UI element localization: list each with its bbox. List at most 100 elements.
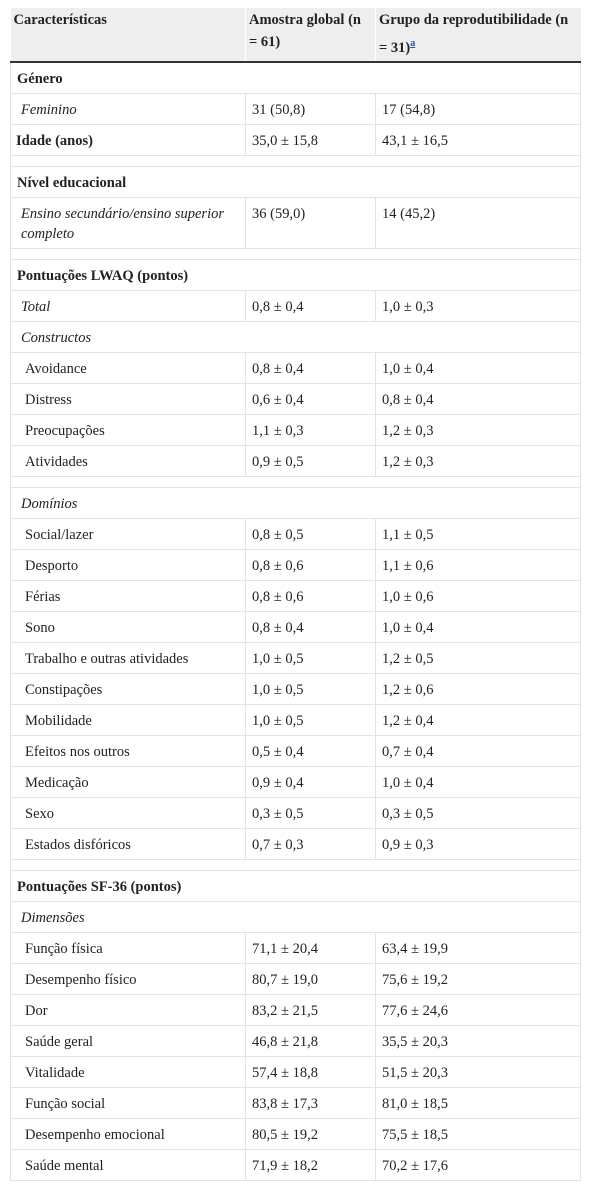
row-label: Estados disfóricos: [25, 836, 131, 853]
value-cell: 0,3 ± 0,5: [245, 797, 376, 829]
item-row: Sexo 0,3 ± 0,5 0,3 ± 0,5: [10, 797, 581, 829]
label-cell: Constipações: [10, 673, 246, 705]
label-cell: Desporto: [10, 549, 246, 581]
row-label: Função física: [25, 940, 103, 957]
italic-row: Ensino secundário/ensino superior comple…: [10, 197, 581, 249]
cell-value: 71,9 ± 18,2: [252, 1157, 318, 1174]
header-cell: Amostra global (n = 61): [245, 8, 376, 63]
cell-value: 35,5 ± 20,3: [382, 1033, 448, 1050]
header-text: Grupo da reprodutibilidade (n = 31): [379, 12, 569, 56]
item-row: Função social 83,8 ± 17,3 81,0 ± 18,5: [10, 1087, 581, 1119]
row-label: Desporto: [25, 557, 79, 574]
value-cell: 1,0 ± 0,5: [245, 642, 376, 674]
item-row: Função física 71,1 ± 20,4 63,4 ± 19,9: [10, 932, 581, 964]
section-cell: Constructos: [10, 321, 581, 353]
item-row: Férias 0,8 ± 0,6 1,0 ± 0,6: [10, 580, 581, 612]
cell-value: 0,9 ± 0,4: [252, 774, 304, 791]
italic-row: Total 0,8 ± 0,4 1,0 ± 0,3: [10, 290, 581, 322]
value-cell: 1,0 ± 0,5: [245, 673, 376, 705]
cell-value: 1,0 ± 0,4: [382, 774, 434, 791]
spacer-cell: [10, 476, 581, 488]
row-label: Distress: [25, 391, 72, 408]
value-cell: 0,8 ± 0,4: [245, 352, 376, 384]
spacer-cell: [10, 248, 581, 260]
value-cell: 77,6 ± 24,6: [375, 994, 581, 1026]
value-cell: 75,6 ± 19,2: [375, 963, 581, 995]
value-cell: 0,8 ± 0,4: [375, 383, 581, 415]
value-cell: 0,7 ± 0,4: [375, 735, 581, 767]
subsection-row: Constructos: [10, 321, 581, 353]
cell-value: 80,7 ± 19,0: [252, 971, 318, 988]
cell-value: 63,4 ± 19,9: [382, 940, 448, 957]
row-label: Dor: [25, 1002, 48, 1019]
cell-value: 0,8 ± 0,4: [252, 619, 304, 636]
label-cell: Desempenho emocional: [10, 1118, 246, 1150]
cell-value: 0,3 ± 0,5: [252, 805, 304, 822]
row-label: Trabalho e outras atividades: [25, 650, 189, 667]
row-label: Sexo: [25, 805, 54, 822]
label-cell: Social/lazer: [10, 518, 246, 550]
item-row: Desempenho emocional 80,5 ± 19,2 75,5 ± 18…: [10, 1118, 581, 1150]
cell-value: 14 (45,2): [382, 205, 436, 222]
header-text: Características: [13, 12, 107, 28]
label-cell: Atividades: [10, 445, 246, 477]
value-cell: 0,8 ± 0,5: [245, 518, 376, 550]
footnote-link[interactable]: a: [410, 38, 416, 49]
section-cell: Pontuações SF-36 (pontos): [10, 870, 581, 902]
value-cell: 0,7 ± 0,3: [245, 828, 376, 860]
row-label: Ensino secundário/ensino superior comple…: [21, 205, 224, 242]
label-cell: Ensino secundário/ensino superior comple…: [10, 197, 246, 249]
row-label: Preocupações: [25, 422, 105, 439]
table-container: Características Amostra global (n = 61) …: [10, 8, 581, 1181]
label-cell: Mobilidade: [10, 704, 246, 736]
value-cell: 51,5 ± 20,3: [375, 1056, 581, 1088]
label-cell: Estados disfóricos: [10, 828, 246, 860]
header-cell: Características: [10, 8, 246, 63]
value-cell: 75,5 ± 18,5: [375, 1118, 581, 1150]
cell-value: 1,1 ± 0,6: [382, 557, 434, 574]
section-label: Nível educacional: [17, 174, 127, 191]
cell-value: 0,9 ± 0,3: [382, 836, 434, 853]
cell-value: 1,0 ± 0,6: [382, 588, 434, 605]
cell-value: 31 (50,8): [252, 101, 306, 118]
cell-value: 0,8 ± 0,4: [252, 360, 304, 377]
value-cell: 1,1 ± 0,6: [375, 549, 581, 581]
value-cell: 80,7 ± 19,0: [245, 963, 376, 995]
section-row: Pontuações SF-36 (pontos): [10, 870, 581, 902]
value-cell: 1,2 ± 0,3: [375, 445, 581, 477]
header-text: Amostra global (n = 61): [249, 12, 361, 50]
value-cell: 1,2 ± 0,6: [375, 673, 581, 705]
item-row: Desporto 0,8 ± 0,6 1,1 ± 0,6: [10, 549, 581, 581]
section-label: Dimensões: [21, 909, 85, 926]
label-cell: Avoidance: [10, 352, 246, 384]
value-cell: 0,9 ± 0,4: [245, 766, 376, 798]
value-cell: 70,2 ± 17,6: [375, 1149, 581, 1181]
value-cell: 1,2 ± 0,3: [375, 414, 581, 446]
row-label: Função social: [25, 1095, 106, 1112]
header-cell: Grupo da reprodutibilidade (n = 31)a: [375, 8, 581, 63]
row-label: Saúde mental: [25, 1157, 104, 1174]
cell-value: 1,2 ± 0,4: [382, 712, 434, 729]
cell-value: 57,4 ± 18,8: [252, 1064, 318, 1081]
cell-value: 1,0 ± 0,5: [252, 650, 304, 667]
label-cell: Medicação: [10, 766, 246, 798]
cell-value: 71,1 ± 20,4: [252, 940, 318, 957]
label-cell: Sexo: [10, 797, 246, 829]
cell-value: 46,8 ± 21,8: [252, 1033, 318, 1050]
value-cell: 1,0 ± 0,4: [375, 352, 581, 384]
subsection-row: Dimensões: [10, 901, 581, 933]
label-cell: Preocupações: [10, 414, 246, 446]
section-label: Constructos: [21, 329, 92, 346]
spacer-row: [10, 248, 581, 260]
bold-row: Idade (anos) 35,0 ± 15,8 43,1 ± 16,5: [10, 124, 581, 156]
value-cell: 35,0 ± 15,8: [245, 124, 376, 156]
label-cell: Total: [10, 290, 246, 322]
value-cell: 0,5 ± 0,4: [245, 735, 376, 767]
item-row: Saúde mental 71,9 ± 18,2 70,2 ± 17,6: [10, 1149, 581, 1181]
row-label: Mobilidade: [25, 712, 92, 729]
cell-value: 0,5 ± 0,4: [252, 743, 304, 760]
item-row: Vitalidade 57,4 ± 18,8 51,5 ± 20,3: [10, 1056, 581, 1088]
label-cell: Idade (anos): [10, 124, 246, 156]
cell-value: 1,0 ± 0,4: [382, 360, 434, 377]
